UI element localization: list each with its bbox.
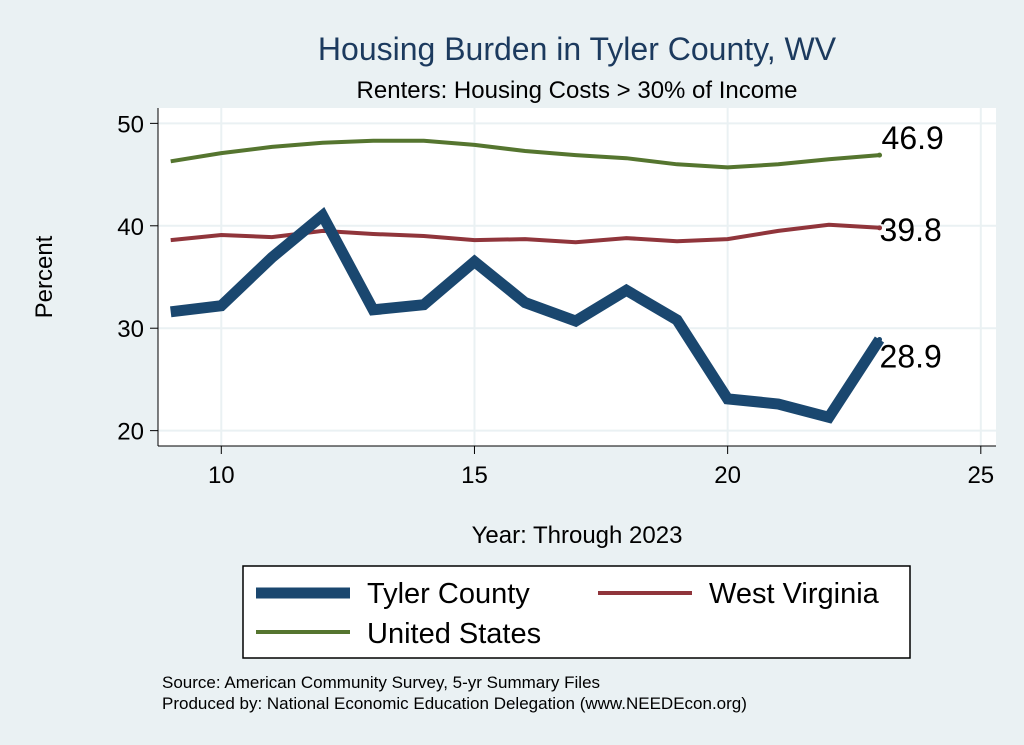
series-lines <box>170 138 885 424</box>
y-tick-label: 20 <box>117 419 144 446</box>
series-line-united-states <box>170 138 880 170</box>
chart-subtitle: Renters: Housing Costs > 30% of Income <box>357 77 798 104</box>
legend-label-tyler-county: Tyler County <box>367 578 530 610</box>
x-tick-label: 20 <box>714 462 741 489</box>
chart-title: Housing Burden in Tyler County, WV <box>318 31 837 67</box>
producer-line: Produced by: National Economic Education… <box>162 694 747 713</box>
legend-label-united-states: United States <box>367 618 541 650</box>
y-axis-ticks: 20 30 40 50 <box>117 111 158 446</box>
series-line-west-virginia <box>170 222 880 245</box>
legend: Tyler County West Virginia United States <box>242 565 911 659</box>
x-tick-label: 10 <box>208 462 235 489</box>
end-value-label: 46.9 <box>882 120 944 156</box>
x-tick-label: 25 <box>967 462 994 489</box>
plot-area <box>158 108 996 446</box>
y-tick-label: 40 <box>117 214 144 241</box>
x-axis-label: Year: Through 2023 <box>472 522 683 549</box>
end-marker <box>877 225 883 231</box>
y-tick-label: 30 <box>117 316 144 343</box>
end-value-label: 28.9 <box>880 338 942 374</box>
end-value-label: 39.8 <box>880 212 942 248</box>
y-axis-label: Percent <box>31 235 58 318</box>
legend-label-west-virginia: West Virginia <box>709 578 880 610</box>
end-labels: 28.9 39.8 46.9 <box>877 120 944 374</box>
x-tick-label: 15 <box>461 462 488 489</box>
series-line-tyler-county <box>170 206 885 424</box>
end-marker <box>877 152 883 158</box>
end-marker <box>877 336 883 342</box>
legend-box <box>242 565 911 659</box>
source-line: Source: American Community Survey, 5-yr … <box>162 673 600 692</box>
x-axis-ticks: 10 15 20 25 <box>208 446 994 489</box>
y-tick-label: 50 <box>117 111 144 138</box>
